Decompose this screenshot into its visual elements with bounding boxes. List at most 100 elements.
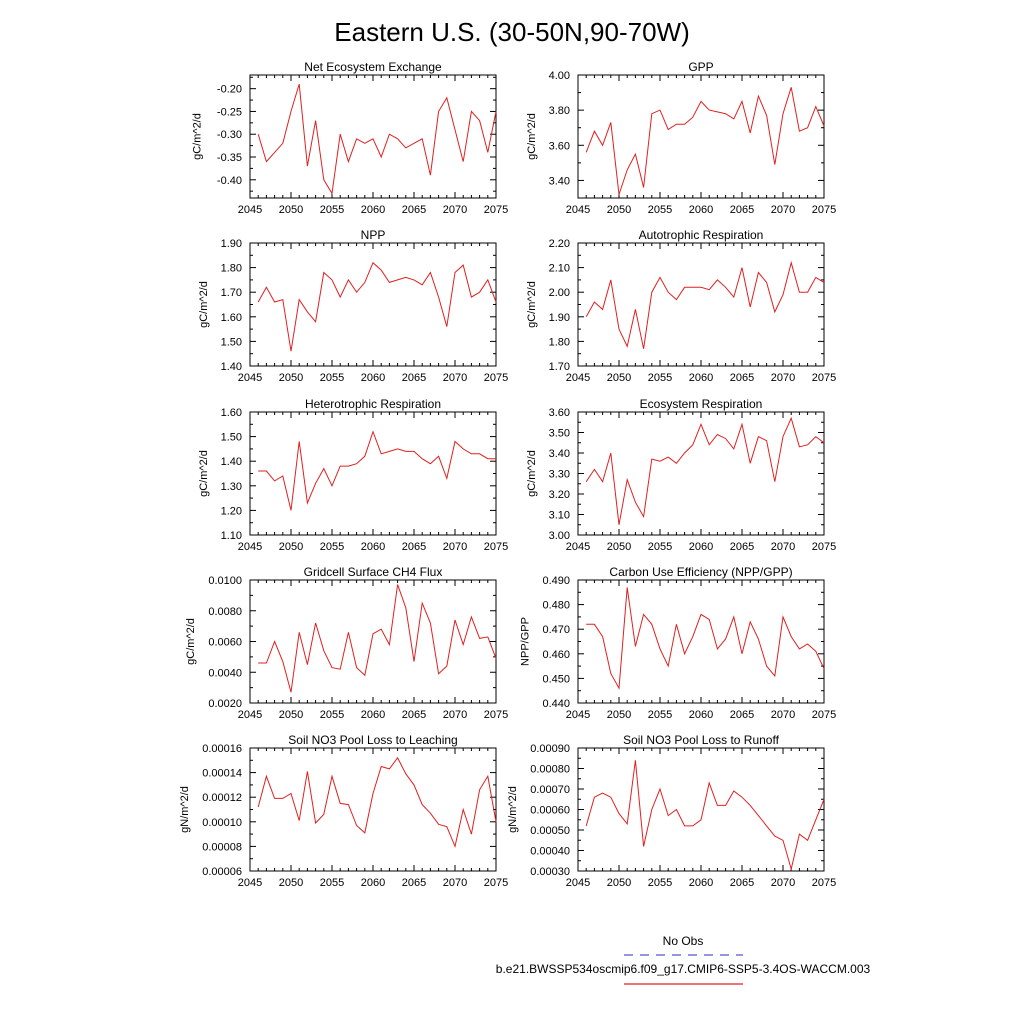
x-tick-label: 2075 <box>484 372 508 384</box>
y-tick-label: 1.10 <box>221 530 242 542</box>
x-tick-label: 2050 <box>607 204 631 216</box>
x-tick-label: 2045 <box>566 372 590 384</box>
y-tick-label: 1.90 <box>549 312 570 324</box>
x-tick-label: 2075 <box>812 541 836 553</box>
panel-carbon-use-efficiency-npp-gpp: Carbon Use Efficiency (NPP/GPP) 2045 2050 2… <box>520 565 837 721</box>
panel-gridcell-surface-ch4-flux: Gridcell Surface CH4 Flux 2045 2050 2055 206… <box>185 565 508 721</box>
x-tick-label: 2050 <box>607 709 631 721</box>
x-tick-label: 2055 <box>648 709 672 721</box>
x-tick-label: 2060 <box>689 877 713 889</box>
y-tick-label: -0.35 <box>217 152 242 164</box>
y-tick-label: 1.70 <box>221 287 242 299</box>
x-tick-label: 2055 <box>320 372 344 384</box>
x-tick-label: 2075 <box>812 877 836 889</box>
panel-title: NPP <box>361 228 386 242</box>
x-tick-label: 2075 <box>484 541 508 553</box>
x-tick-label: 2070 <box>443 541 467 553</box>
y-axis-label: gC/m^2/d <box>192 113 204 160</box>
x-tick-label: 2065 <box>402 709 426 721</box>
plot-frame <box>249 747 497 872</box>
y-tick-label: 0.00070 <box>530 784 570 796</box>
series-line <box>586 587 825 690</box>
x-tick-label: 2070 <box>443 372 467 384</box>
legend-label-no-obs: No Obs <box>663 934 704 948</box>
x-tick-label: 2050 <box>279 204 303 216</box>
plot-frame <box>249 579 497 704</box>
y-axis-label: gC/m^2/d <box>526 113 538 160</box>
x-tick-label: 2060 <box>689 541 713 553</box>
y-tick-label: -0.30 <box>217 129 242 141</box>
x-tick-label: 2070 <box>771 709 795 721</box>
x-tick-label: 2050 <box>279 709 303 721</box>
x-tick-label: 2060 <box>361 709 385 721</box>
plot-frame <box>249 74 497 199</box>
x-tick-label: 2060 <box>361 541 385 553</box>
x-tick-label: 2075 <box>484 877 508 889</box>
y-tick-label: 0.00050 <box>530 825 570 837</box>
y-tick-label: 0.0080 <box>208 606 242 618</box>
x-tick-label: 2075 <box>812 372 836 384</box>
x-tick-label: 2045 <box>238 204 262 216</box>
x-tick-label: 2055 <box>648 541 672 553</box>
y-tick-label: 0.440 <box>542 698 570 710</box>
y-axis-label: gC/m^2/d <box>198 450 210 497</box>
x-tick-label: 2055 <box>648 372 672 384</box>
legend: No Obs b.e21.BWSSP534oscmip6.f09_g17.CMI… <box>496 934 871 985</box>
series-line <box>585 416 825 525</box>
y-tick-label: 0.490 <box>542 575 570 587</box>
x-tick-label: 2060 <box>689 709 713 721</box>
panel-title: Carbon Use Efficiency (NPP/GPP) <box>609 565 792 579</box>
x-tick-label: 2060 <box>689 204 713 216</box>
series-line <box>585 87 825 195</box>
x-tick-label: 2050 <box>607 372 631 384</box>
x-tick-label: 2045 <box>566 877 590 889</box>
panel-soil-no3-pool-loss-to-leaching: Soil NO3 Pool Loss to Leaching 2045 2050 20… <box>179 733 508 889</box>
y-axis-label: gC/m^2/d <box>526 450 538 497</box>
panel-title: Ecosystem Respiration <box>640 397 763 411</box>
x-tick-label: 2075 <box>484 709 508 721</box>
y-tick-label: 1.60 <box>221 407 242 419</box>
plot-frame <box>577 411 825 536</box>
x-tick-label: 2060 <box>361 877 385 889</box>
y-tick-label: 3.50 <box>549 428 570 440</box>
x-tick-label: 2055 <box>320 709 344 721</box>
x-tick-label: 2055 <box>648 204 672 216</box>
y-tick-label: 1.80 <box>221 263 242 275</box>
x-tick-label: 2055 <box>320 204 344 216</box>
y-axis-label: gC/m^2/d <box>185 618 197 665</box>
y-tick-label: 0.0020 <box>208 698 242 710</box>
x-tick-label: 2065 <box>730 372 754 384</box>
y-tick-label: 3.80 <box>549 105 570 117</box>
panel-title: Soil NO3 Pool Loss to Leaching <box>288 733 457 747</box>
series-line <box>585 260 825 349</box>
x-tick-label: 2060 <box>361 372 385 384</box>
x-tick-label: 2070 <box>443 709 467 721</box>
y-tick-label: 0.0100 <box>208 575 242 587</box>
y-axis-label: gN/m^2/d <box>507 786 519 833</box>
y-tick-label: 3.60 <box>549 140 570 152</box>
panel-title: Gridcell Surface CH4 Flux <box>304 565 443 579</box>
y-axis-label: gC/m^2/d <box>526 281 538 328</box>
y-tick-label: 0.470 <box>542 624 570 636</box>
plot-frame <box>577 579 825 704</box>
panel-soil-no3-pool-loss-to-runoff: Soil NO3 Pool Loss to Runoff 2045 2050 2055… <box>507 733 836 889</box>
series-line <box>257 261 497 352</box>
plot-frame <box>577 747 825 872</box>
x-tick-label: 2045 <box>238 541 262 553</box>
panel-title: Net Ecosystem Exchange <box>304 60 442 74</box>
x-tick-label: 2050 <box>279 372 303 384</box>
y-tick-label: 3.40 <box>549 175 570 187</box>
y-tick-label: 0.00006 <box>202 866 242 878</box>
y-tick-label: 0.00012 <box>202 792 242 804</box>
panel-net-ecosystem-exchange: Net Ecosystem Exchange 2045 2050 2055 2060 20… <box>192 60 509 216</box>
series-line <box>257 83 497 195</box>
y-tick-label: 1.50 <box>221 336 242 348</box>
panel-heterotrophic-respiration: Heterotrophic Respiration 2045 2050 2055 206… <box>198 397 508 553</box>
y-tick-label: 0.460 <box>542 649 570 661</box>
x-tick-label: 2055 <box>648 877 672 889</box>
x-tick-label: 2045 <box>566 204 590 216</box>
y-tick-label: -0.25 <box>217 106 242 118</box>
y-tick-label: 1.40 <box>221 456 242 468</box>
x-tick-label: 2070 <box>771 541 795 553</box>
panel-title: GPP <box>688 60 713 74</box>
